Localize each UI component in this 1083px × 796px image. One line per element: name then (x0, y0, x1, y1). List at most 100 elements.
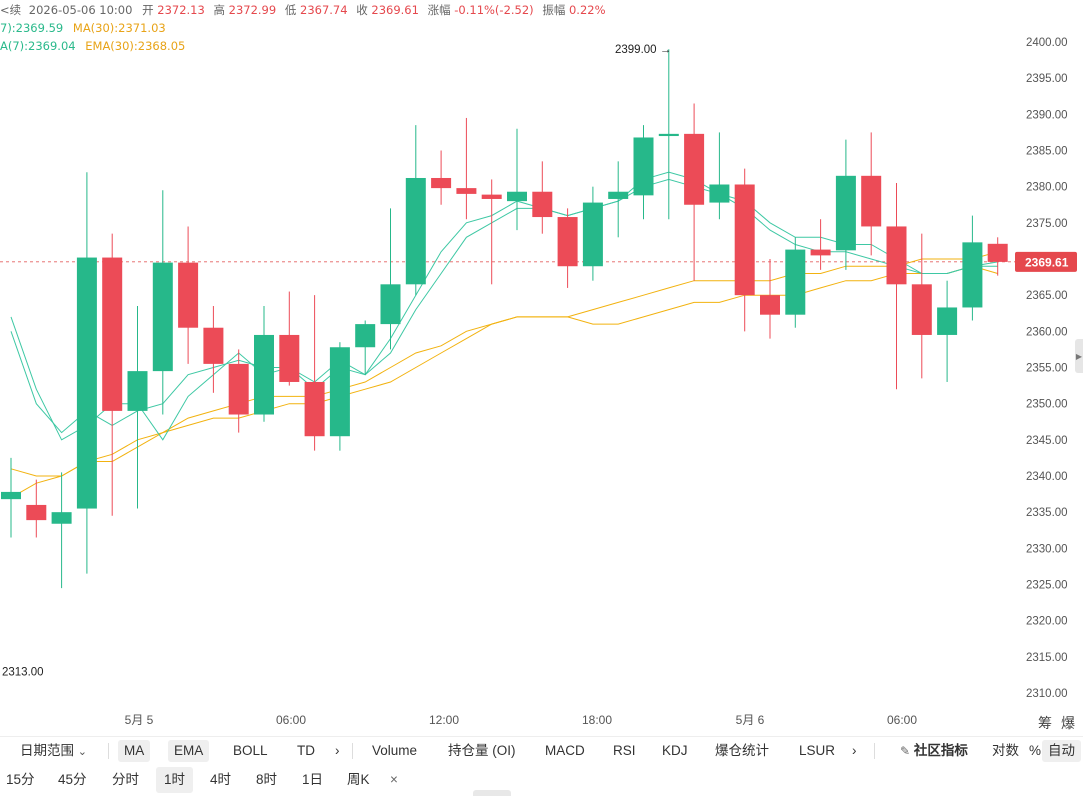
log-scale-button[interactable]: 对数 (992, 743, 1019, 758)
indicator-oi-button[interactable]: 持仓量 (OI) (448, 743, 516, 758)
candle-body (962, 242, 983, 308)
date-range-button[interactable]: 日期范围 ⌄ (14, 740, 93, 762)
candle (987, 237, 1008, 276)
chip-distribution-button[interactable]: 筹 (1038, 716, 1052, 732)
price-tick-label: 2330.00 (1026, 543, 1068, 555)
candlestick-chart[interactable]: 2399.00 → 2313.00 2400.00 2395.00 2390.00 23… (0, 0, 1083, 736)
ema7-value: A(7):2369.04 (0, 39, 76, 53)
overlay-td-button[interactable]: TD (297, 743, 315, 758)
edit-icon: ✎ (900, 744, 911, 758)
interval-weekly[interactable]: 周K (347, 772, 370, 787)
interval-1h[interactable]: 1时 (156, 767, 194, 793)
candle-body (76, 257, 97, 509)
price-axis: 2400.00 2395.00 2390.00 2385.00 2380.00 2375.… (1015, 37, 1077, 700)
price-tick-label: 2380.00 (1026, 182, 1068, 194)
candle-body (178, 262, 199, 328)
candle-body (1, 491, 21, 500)
overlay-ma-button[interactable]: MA (118, 740, 151, 762)
candle (152, 190, 173, 415)
indicator-toolbar: 日期范围 ⌄ MA EMA BOLL TD › Volume 持仓量 (OI) … (0, 736, 1083, 764)
time-tick-label: 18:00 (582, 713, 612, 727)
title-fragment: <续 (0, 3, 22, 17)
indicator-macd-button[interactable]: MACD (545, 743, 585, 758)
amplitude-label: 振幅 (542, 3, 566, 17)
candle (405, 125, 426, 296)
price-tick-label: 2400.00 (1026, 37, 1068, 49)
indicator-volume-button[interactable]: Volume (372, 743, 418, 758)
percent-scale-button[interactable]: % (1029, 743, 1042, 758)
candle-body (329, 347, 350, 437)
price-tick-label: 2345.00 (1026, 435, 1068, 447)
resize-handle[interactable] (473, 790, 511, 796)
divider (108, 743, 109, 759)
candle-body (658, 133, 679, 137)
candle (507, 128, 527, 231)
candle (456, 117, 477, 220)
candle (633, 125, 654, 220)
change-label: 涨幅 (427, 3, 451, 17)
indicator-rsi-button[interactable]: RSI (613, 743, 636, 758)
candle-datetime: 2026-05-06 10:00 (28, 3, 133, 17)
candle (127, 306, 148, 509)
candle-body (380, 284, 401, 325)
candle (481, 179, 502, 285)
candle-body (304, 381, 325, 437)
liquidation-button[interactable]: 爆 (1061, 716, 1075, 732)
interval-45m[interactable]: 45分 (58, 772, 87, 787)
candle (203, 306, 224, 393)
expand-panel-chevron-icon[interactable]: ▶ (1075, 339, 1083, 373)
candle (102, 233, 123, 516)
candle-body (152, 262, 173, 372)
interval-timeshare[interactable]: 分时 (112, 772, 139, 787)
community-indicators-button[interactable]: ✎ 社区指标 (894, 740, 974, 762)
candle-body (51, 512, 72, 524)
close-icon[interactable]: × (390, 772, 398, 787)
indicator-kdj-button[interactable]: KDJ (662, 743, 688, 758)
time-tick-label: 06:00 (887, 713, 917, 727)
interval-toolbar: 15分 45分 分时 1时 4时 8时 1日 周K × (0, 765, 1083, 796)
interval-1d[interactable]: 1日 (302, 772, 324, 787)
candle-body (456, 188, 477, 194)
candle (1, 457, 21, 538)
community-indicators-label: 社区指标 (913, 743, 968, 758)
ma7-line (10, 171, 998, 441)
candle-body (102, 257, 123, 411)
candle-body (886, 226, 907, 285)
time-tick-label: 5月 5 (125, 713, 154, 727)
candle (911, 233, 932, 379)
candle-body (937, 307, 958, 335)
candle (582, 186, 603, 281)
price-tick-label: 2350.00 (1026, 399, 1068, 411)
price-tick-label: 2375.00 (1026, 218, 1068, 230)
candle-body (355, 324, 376, 348)
overlay-ema-button[interactable]: EMA (168, 740, 210, 762)
high-value: 2372.99 (228, 3, 277, 17)
price-tick-label: 2360.00 (1026, 326, 1068, 338)
candle-body (279, 334, 300, 382)
time-tick-label: 5月 6 (736, 713, 765, 727)
candle (380, 208, 401, 350)
interval-8h[interactable]: 8时 (256, 772, 278, 787)
candle (760, 259, 780, 339)
indicator-liquidation-button[interactable]: 爆仓统计 (715, 743, 769, 758)
moving-average-lines (10, 171, 998, 499)
candle-body (431, 177, 452, 189)
interval-4h[interactable]: 4时 (210, 772, 232, 787)
overlay-boll-button[interactable]: BOLL (233, 743, 268, 758)
candle-body (861, 175, 882, 227)
more-indicators-chevron-icon[interactable]: › (852, 743, 857, 758)
candle-body (557, 217, 578, 267)
candle-body (481, 194, 502, 199)
candle-body (684, 133, 705, 205)
current-price-tag-label: 2369.61 (1025, 255, 1069, 269)
candle-body (734, 184, 755, 296)
candle-body (987, 243, 1008, 262)
interval-15m[interactable]: 15分 (6, 772, 35, 787)
ema7-line (10, 178, 998, 434)
divider (352, 743, 353, 759)
more-overlays-chevron-icon[interactable]: › (335, 743, 340, 758)
ema30-line (10, 251, 998, 499)
auto-scale-button[interactable]: 自动 (1042, 740, 1081, 762)
indicator-lsur-button[interactable]: LSUR (799, 743, 836, 758)
close-value: 2369.61 (371, 3, 419, 17)
